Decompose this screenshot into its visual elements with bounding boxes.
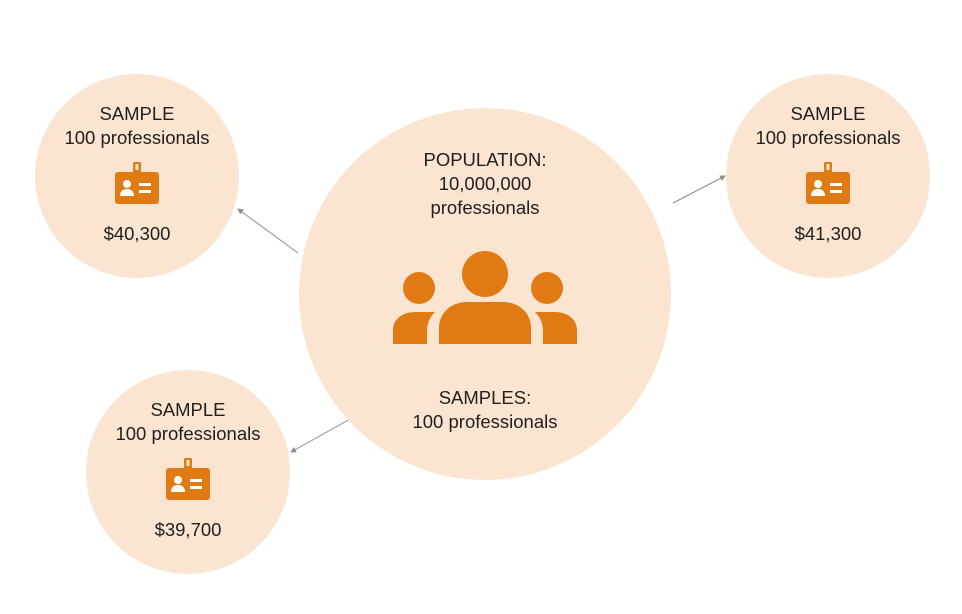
id-badge-icon <box>806 162 850 204</box>
population-label-line1: POPULATION: <box>423 149 547 170</box>
arrow-to-sample-2 <box>672 175 726 204</box>
sample-amount: $40,300 <box>103 223 171 244</box>
arrow-to-sample-1 <box>237 208 299 254</box>
sample-title: SAMPLE <box>99 103 175 124</box>
sample-circle-1: SAMPLE 100 professionals $40,300 <box>35 74 239 278</box>
sample-circle-3: SAMPLE 100 professionals $39,700 <box>86 370 290 574</box>
population-label-line2: 10,000,000 <box>438 173 532 194</box>
id-badge-icon <box>115 162 159 204</box>
population-label-line3: professionals <box>430 197 540 218</box>
sample-subtitle: 100 professionals <box>755 127 901 148</box>
population-circle: POPULATION: 10,000,000 professionals SAM… <box>299 108 671 480</box>
sample-circle-2: SAMPLE 100 professionals $41,300 <box>726 74 930 278</box>
arrow-to-sample-3 <box>290 417 353 453</box>
sample-subtitle: 100 professionals <box>64 127 210 148</box>
samples-label-line2: 100 professionals <box>412 411 558 432</box>
samples-label-line1: SAMPLES: <box>438 387 532 408</box>
sample-amount: $39,700 <box>154 519 222 540</box>
sample-amount: $41,300 <box>794 223 862 244</box>
group-people-icon <box>393 251 577 344</box>
id-badge-icon <box>166 458 210 500</box>
sample-title: SAMPLE <box>150 399 226 420</box>
sample-title: SAMPLE <box>790 103 866 124</box>
sample-subtitle: 100 professionals <box>115 423 261 444</box>
